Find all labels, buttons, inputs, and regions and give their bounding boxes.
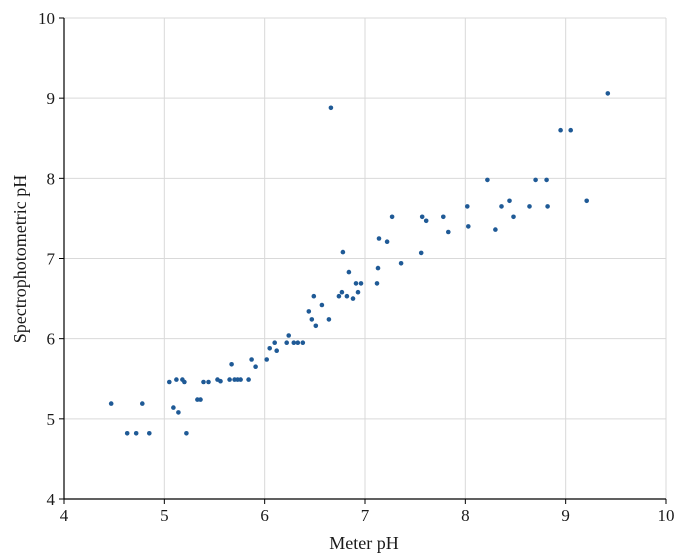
data-point [249, 357, 254, 362]
data-point [306, 309, 312, 314]
data-point [418, 250, 424, 256]
data-point [605, 91, 611, 96]
data-point [358, 281, 364, 286]
data-point [133, 431, 139, 436]
data-point [272, 340, 278, 346]
data-point [533, 177, 538, 183]
data-point [465, 204, 470, 209]
data-point [140, 401, 145, 406]
grid-lines [64, 17, 667, 499]
data-point [344, 293, 350, 299]
axes [59, 17, 667, 504]
data-point [558, 127, 563, 133]
data-point [182, 379, 187, 385]
data-point [284, 340, 290, 346]
data-point [167, 379, 172, 385]
y-tick-label: 9 [47, 89, 56, 108]
data-point [545, 204, 550, 209]
data-point [340, 249, 346, 255]
data-point [198, 397, 203, 402]
data-point [353, 281, 359, 286]
data-point [238, 377, 243, 382]
y-tick-labels: 4 5 6 7 8 9 10 [38, 9, 56, 509]
data-point [374, 281, 380, 286]
data-point [227, 377, 232, 382]
data-point [246, 377, 251, 382]
data-point [313, 323, 319, 329]
y-tick-label: 6 [47, 330, 56, 349]
data-point [184, 431, 189, 436]
data-point [339, 289, 345, 295]
data-point [328, 105, 334, 111]
x-tick-label: 8 [461, 506, 470, 525]
data-point [511, 214, 516, 220]
y-tick-label: 7 [47, 250, 56, 269]
data-point [176, 410, 181, 415]
y-tick-label: 8 [47, 169, 56, 188]
data-point [499, 204, 504, 209]
data-point [229, 362, 234, 367]
data-point [485, 177, 490, 183]
data-point [218, 378, 223, 384]
data-point [376, 236, 382, 241]
data-point [384, 239, 390, 244]
data-point [124, 431, 130, 436]
x-tick-label: 7 [361, 506, 370, 525]
data-point [309, 317, 315, 322]
data-point [174, 377, 179, 382]
data-point [346, 269, 352, 275]
y-tick-label: 5 [47, 410, 56, 429]
data-point [264, 357, 270, 362]
x-axis-title: Meter pH [329, 533, 398, 553]
data-point [295, 340, 301, 346]
data-point [466, 224, 471, 229]
data-point [274, 348, 280, 354]
data-point [291, 340, 297, 346]
data-point [253, 364, 258, 370]
data-point [311, 293, 317, 299]
data-point [350, 296, 356, 301]
x-tick-label: 6 [260, 506, 269, 525]
data-point [544, 177, 549, 183]
data-point [326, 317, 332, 322]
x-tick-label: 10 [658, 506, 675, 525]
data-point [446, 229, 451, 235]
data-points [108, 91, 611, 436]
data-point [389, 214, 395, 220]
data-point [201, 379, 206, 385]
data-point [584, 198, 589, 204]
data-point [423, 218, 429, 224]
data-point [267, 346, 273, 351]
y-tick-label: 10 [38, 9, 55, 28]
data-point [300, 340, 306, 346]
y-axis-title: Spectrophotometric pH [10, 175, 30, 343]
data-point [507, 198, 512, 204]
data-point [527, 204, 532, 209]
data-point [286, 333, 292, 338]
data-point [147, 431, 152, 436]
data-point [171, 405, 176, 410]
data-point [398, 261, 404, 266]
x-tick-label: 4 [60, 506, 69, 525]
x-tick-labels: 4 5 6 7 8 9 10 [60, 506, 675, 525]
data-point [108, 401, 114, 406]
x-tick-label: 9 [561, 506, 570, 525]
data-point [336, 293, 342, 299]
data-point [419, 214, 425, 220]
data-point [319, 302, 325, 308]
data-point [375, 265, 381, 271]
data-point [493, 227, 498, 232]
x-tick-label: 5 [160, 506, 169, 525]
data-point [441, 214, 446, 220]
data-point [206, 379, 211, 385]
data-point [568, 127, 573, 133]
y-tick-label: 4 [47, 490, 56, 509]
data-point [355, 289, 361, 295]
